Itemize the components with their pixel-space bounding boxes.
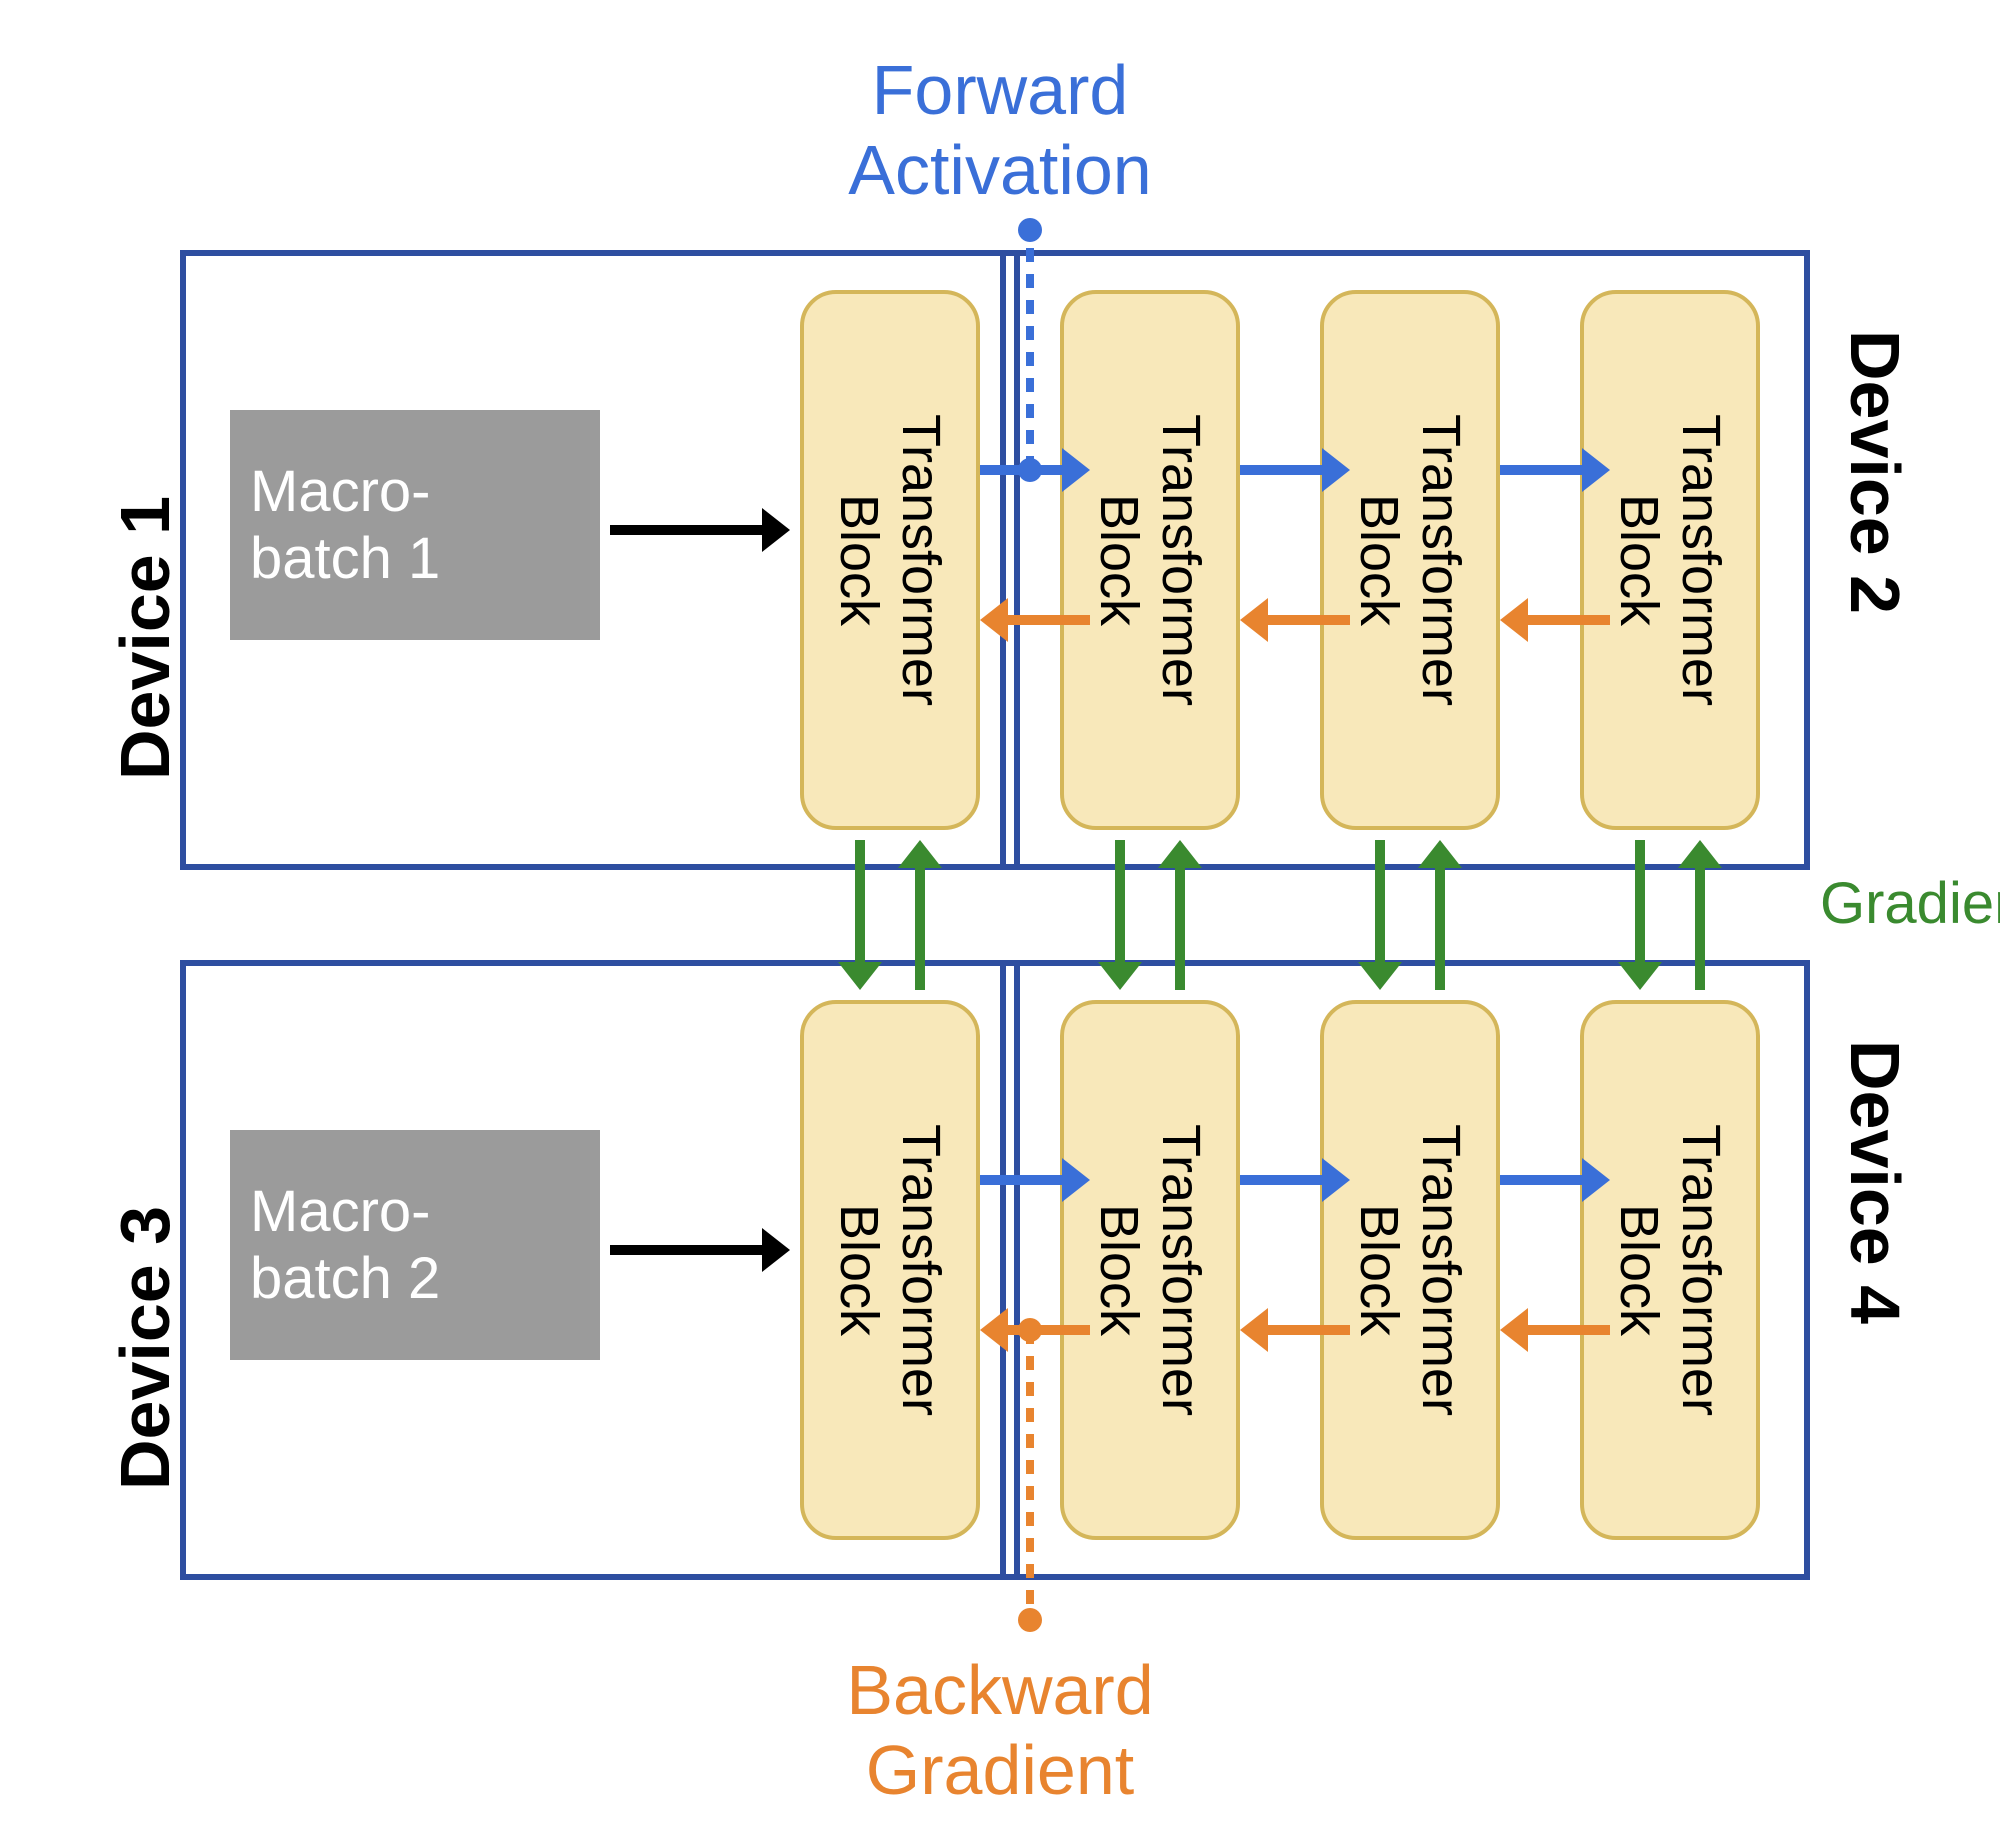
- transformer-block-b1: Transformer Block: [1060, 1000, 1240, 1540]
- diagram-stage: Transformer Block Transformer Block Transf…: [0, 0, 2000, 1832]
- device-label-1: Device 1: [105, 330, 185, 780]
- transformer-block-b3: Transformer Block: [1580, 1000, 1760, 1540]
- device-label-2: Device 2: [1835, 330, 1915, 780]
- transformer-block-label: Transformer Block: [828, 414, 952, 706]
- transformer-block-t1: Transformer Block: [1060, 290, 1240, 830]
- transformer-block-t3: Transformer Block: [1580, 290, 1760, 830]
- transformer-block-label: Transformer Block: [1348, 1124, 1472, 1416]
- transformer-block-b2: Transformer Block: [1320, 1000, 1500, 1540]
- device-label-4: Device 4: [1835, 1040, 1915, 1490]
- transformer-block-b0: Transformer Block: [800, 1000, 980, 1540]
- transformer-block-label: Transformer Block: [1608, 1124, 1732, 1416]
- transformer-block-t0: Transformer Block: [800, 290, 980, 830]
- macro-batch-1: Macro- batch 1: [230, 410, 600, 640]
- transformer-block-label: Transformer Block: [828, 1124, 952, 1416]
- macro-batch-2: Macro- batch 2: [230, 1130, 600, 1360]
- transformer-block-label: Transformer Block: [1088, 414, 1212, 706]
- device-label-3: Device 3: [105, 1040, 185, 1490]
- transformer-block-label: Transformer Block: [1348, 414, 1472, 706]
- transformer-block-t2: Transformer Block: [1320, 290, 1500, 830]
- forward-activation-label: Forward Activation: [700, 50, 1300, 210]
- transformer-block-label: Transformer Block: [1088, 1124, 1212, 1416]
- backward-gradient-label: Backward Gradient: [700, 1650, 1300, 1810]
- transformer-block-label: Transformer Block: [1608, 414, 1732, 706]
- gradient-label: Gradient: [1820, 870, 2000, 937]
